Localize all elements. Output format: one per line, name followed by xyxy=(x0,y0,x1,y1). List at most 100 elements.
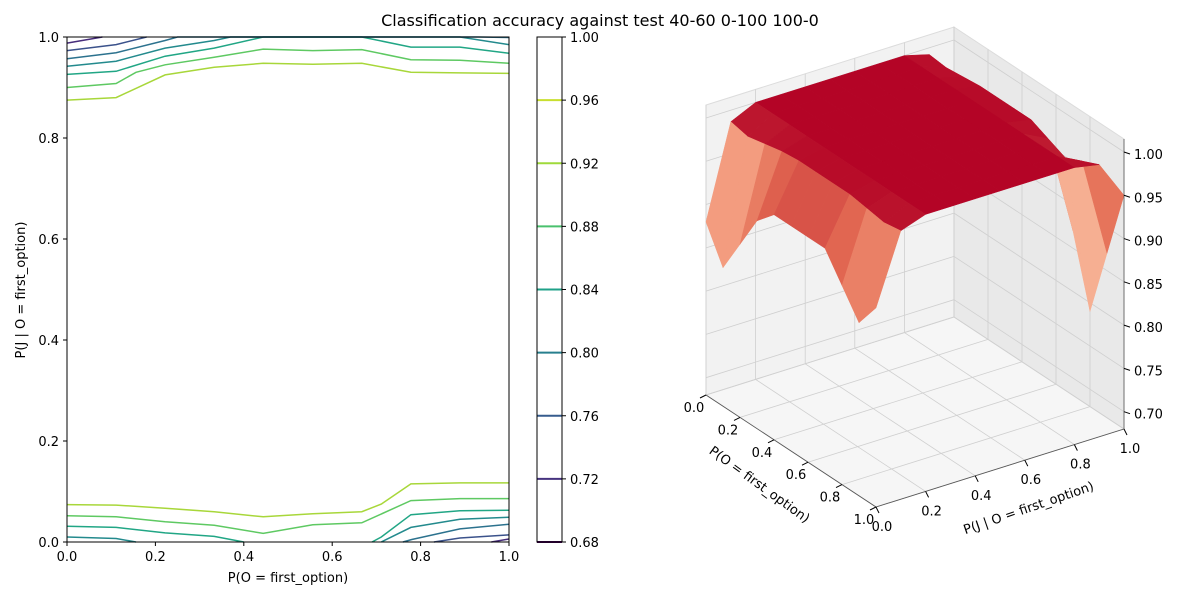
surface-x-tick-label: 0.6 xyxy=(786,468,807,483)
contour-line-9 xyxy=(66,525,244,543)
contour-x-tick-label: 0.0 xyxy=(57,550,78,565)
surface-tick-labels: 0.00.20.40.60.81.00.00.20.40.60.81.00.70… xyxy=(684,148,1163,535)
colorbar-tick-label: 0.76 xyxy=(570,410,599,425)
surface-y-tick xyxy=(1073,444,1078,451)
surface-facet xyxy=(858,222,902,324)
surface-z-tick xyxy=(1123,151,1131,155)
colorbar-tick-label: 0.92 xyxy=(570,157,599,172)
surface-y-tick-label: 0.0 xyxy=(872,520,893,535)
surface-mesh xyxy=(705,54,1125,324)
surface-y-tick-label: 0.8 xyxy=(1070,458,1091,473)
contour-plot-area xyxy=(67,37,509,542)
contour-line-10 xyxy=(371,509,510,543)
surface-y-tick xyxy=(1123,428,1128,436)
surface-x-tick-label: 1.0 xyxy=(854,513,875,528)
surface-z-tick xyxy=(1123,238,1131,242)
figure-title: Classification accuracy against test 40-… xyxy=(381,11,819,30)
colorbar-tick-label: 0.80 xyxy=(570,347,599,362)
contour-y-tick-label: 0.2 xyxy=(38,435,59,450)
surface-x-tick xyxy=(869,506,877,511)
colorbar-ticks: 0.68 0.72 0.76 0.80 0.84 0.88 0.92 0.96 1.00 xyxy=(562,31,599,551)
contour-line-8 xyxy=(66,497,509,535)
surface-z-tick-label: 0.85 xyxy=(1134,278,1163,293)
surface-x-tick-label: 0.4 xyxy=(752,446,773,461)
surface-gridline xyxy=(705,299,955,379)
surface-x-tick xyxy=(733,416,741,421)
contour-x-tick-label: 0.8 xyxy=(410,550,431,565)
surface-axis-line xyxy=(705,394,877,508)
surface-axis-line xyxy=(875,428,1125,508)
contour-line-6 xyxy=(66,36,103,44)
colorbar: 0.68 0.72 0.76 0.80 0.84 0.88 0.92 0.96 1.00 xyxy=(536,31,599,551)
contour-x-ticks: 0.0 0.2 0.4 0.6 0.8 1.0 xyxy=(57,542,520,565)
surface-gridline xyxy=(953,39,1125,153)
surface-gridline xyxy=(804,363,976,477)
surface-y-tick xyxy=(1024,459,1029,467)
contour-x-tick-label: 0.4 xyxy=(233,550,254,565)
surface-z-tick xyxy=(1123,367,1131,371)
surface-z-tick-label: 0.95 xyxy=(1134,191,1163,206)
surface-gridline xyxy=(854,347,1026,461)
contour-frame xyxy=(66,36,510,543)
surface-x-tick-label: 0.2 xyxy=(718,423,739,438)
colorbar-tick-label: 0.88 xyxy=(570,220,599,235)
surface-gridline xyxy=(953,212,1125,326)
surface-y-tick-label: 1.0 xyxy=(1120,442,1141,457)
contour-line-0 xyxy=(66,62,510,101)
surface-z-tick-label: 0.80 xyxy=(1134,321,1163,336)
surface-x-tick-label: 0.8 xyxy=(820,491,841,506)
surface-z-tick-label: 1.00 xyxy=(1134,148,1163,163)
surface-y-tick-label: 0.6 xyxy=(1020,473,1041,488)
colorbar-tick-label: 0.72 xyxy=(570,473,599,488)
contour-line-5 xyxy=(66,36,147,52)
contour-y-label: P(J | O = first_option) xyxy=(14,222,29,359)
surface-z-tick-label: 0.90 xyxy=(1134,235,1163,250)
surface-y-tick xyxy=(925,491,930,498)
surface-gridline xyxy=(705,256,955,335)
surface-x-tick xyxy=(767,439,775,444)
surface-gridline xyxy=(841,406,1091,485)
surface-gridline xyxy=(755,379,926,492)
surface-gridline xyxy=(807,383,1057,463)
surface-axes xyxy=(705,139,1125,508)
surface-z-tick xyxy=(1123,324,1131,328)
surface-gridline xyxy=(953,256,1125,369)
surface-z-tick-label: 0.75 xyxy=(1134,364,1163,379)
surface-z-tick xyxy=(1123,281,1131,285)
surface-plot: 0.00.20.40.60.81.00.00.20.40.60.81.00.70… xyxy=(684,26,1163,538)
contour-y-tick-label: 0.6 xyxy=(38,233,59,248)
surface-x-tick-label: 0.0 xyxy=(684,401,705,416)
surface-x-tick xyxy=(835,484,843,489)
colorbar-tick-label: 1.00 xyxy=(570,31,599,46)
contour-plot: 0.0 0.2 0.4 0.6 0.8 1.0 0.0 0.2 0.4 0.6 0.8 1.0 P(… xyxy=(14,31,519,586)
contour-x-label: P(O = first_option) xyxy=(228,571,348,586)
surface-x-tick xyxy=(699,394,707,399)
surface-z-tick xyxy=(1123,194,1131,198)
contour-x-tick-label: 1.0 xyxy=(499,550,520,565)
contour-line-7 xyxy=(66,482,509,518)
contour-y-tick-label: 0.0 xyxy=(38,536,59,551)
surface-gridline xyxy=(739,339,989,418)
surface-y-tick xyxy=(875,506,880,514)
surface-gridline xyxy=(705,316,955,396)
surface-x-tick xyxy=(801,461,809,466)
surface-y-tick-label: 0.4 xyxy=(971,489,992,504)
contour-x-tick-label: 0.6 xyxy=(322,550,343,565)
contour-y-tick-label: 0.8 xyxy=(38,132,59,147)
surface-y-tick-label: 0.2 xyxy=(921,504,942,519)
surface-gridline xyxy=(953,299,1125,413)
contour-line-13 xyxy=(402,523,510,543)
contour-y-tick-label: 0.4 xyxy=(38,334,59,349)
contour-line-1 xyxy=(66,48,510,89)
colorbar-tick-label: 0.84 xyxy=(570,284,599,299)
contour-y-tick-label: 1.0 xyxy=(38,31,59,46)
colorbar-tick-label: 0.68 xyxy=(570,536,599,551)
surface-z-tick xyxy=(1123,411,1131,415)
surface-gridline xyxy=(904,332,1075,445)
contour-x-tick-label: 0.2 xyxy=(145,550,166,565)
surface-y-tick xyxy=(974,475,979,483)
contour-y-ticks: 0.0 0.2 0.4 0.6 0.8 1.0 xyxy=(38,31,67,551)
colorbar-tick-label: 0.96 xyxy=(570,94,599,109)
contour-line-11 xyxy=(66,536,137,543)
